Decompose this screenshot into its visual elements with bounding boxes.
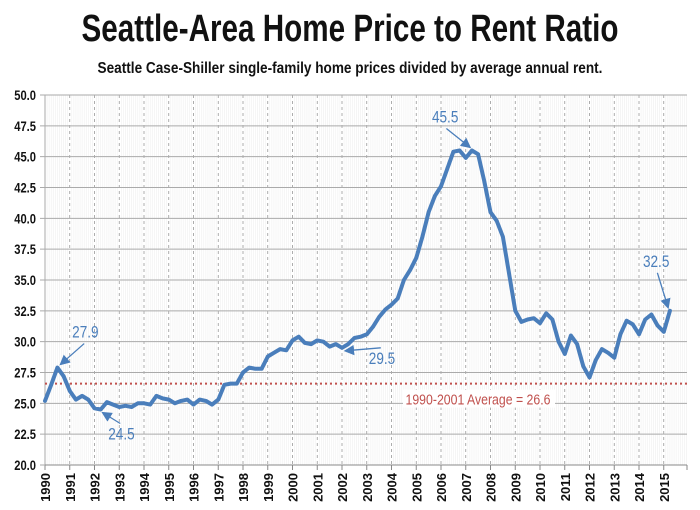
x-tick-label: 1996 <box>187 473 202 502</box>
annotation-label: 27.9 <box>72 323 98 342</box>
average-label: 1990-2001 Average = 26.6 <box>406 391 551 407</box>
x-tick-label: 2013 <box>607 473 622 502</box>
y-tick-label: 47.5 <box>14 119 36 134</box>
y-tick-label: 20.0 <box>14 458 36 473</box>
x-tick-label: 1994 <box>137 472 152 502</box>
average-label-bg <box>403 389 555 408</box>
y-tick-label: 27.5 <box>14 365 36 380</box>
y-tick-label: 42.5 <box>14 180 36 195</box>
x-tick-label: 2011 <box>558 473 573 501</box>
annotation-label: 32.5 <box>643 252 669 271</box>
chart-title: Seattle-Area Home Price to Rent Ratio <box>81 8 619 50</box>
y-tick-label: 30.0 <box>14 335 36 350</box>
x-tick-label: 2005 <box>409 473 424 502</box>
x-tick-label: 1991 <box>63 473 78 502</box>
annotation-label: 24.5 <box>108 425 134 444</box>
x-tick-label: 2001 <box>310 473 325 502</box>
annotation-arrow <box>59 343 85 366</box>
x-tick-label: 1993 <box>112 473 127 502</box>
x-tick-label: 1997 <box>211 473 226 502</box>
x-tick-label: 2010 <box>533 473 548 502</box>
x-tick-label: 2004 <box>385 472 400 502</box>
y-tick-label: 32.5 <box>14 304 36 319</box>
annotation-arrow <box>656 272 671 310</box>
x-tick-label: 2007 <box>459 473 474 502</box>
annotation-label: 45.5 <box>432 108 458 127</box>
x-tick-label: 1998 <box>236 473 251 502</box>
annotation-label: 29.5 <box>369 349 395 368</box>
x-tick-label: 2006 <box>434 473 449 502</box>
series-line <box>43 148 672 412</box>
x-tick-label: 2000 <box>286 473 301 502</box>
y-tick-label: 40.0 <box>14 211 36 226</box>
y-tick-label: 25.0 <box>14 396 36 411</box>
x-tick-label: 2009 <box>508 473 523 502</box>
x-tick-label: 2012 <box>583 473 598 502</box>
x-tick-label: 1999 <box>261 473 276 502</box>
x-tick-label: 2003 <box>360 473 375 502</box>
x-tick-label: 1995 <box>162 473 177 502</box>
chart-subtitle: Seattle Case-Shiller single-family home … <box>97 60 603 77</box>
y-tick-label: 35.0 <box>14 273 36 288</box>
x-tick-label: 2014 <box>632 472 647 502</box>
x-tick-label: 1990 <box>38 473 53 502</box>
y-tick-label: 50.0 <box>14 88 36 103</box>
y-tick-label: 37.5 <box>14 242 36 257</box>
x-tick-label: 2015 <box>657 473 672 502</box>
x-tick-label: 2002 <box>335 473 350 502</box>
x-tick-label: 1992 <box>88 473 103 502</box>
annotation-arrow <box>445 127 472 149</box>
y-tick-label: 45.0 <box>14 150 36 165</box>
y-tick-label: 22.5 <box>14 427 36 442</box>
annotation-arrow <box>101 411 121 425</box>
annotation-arrow <box>343 344 381 356</box>
x-tick-label: 2008 <box>484 473 499 502</box>
